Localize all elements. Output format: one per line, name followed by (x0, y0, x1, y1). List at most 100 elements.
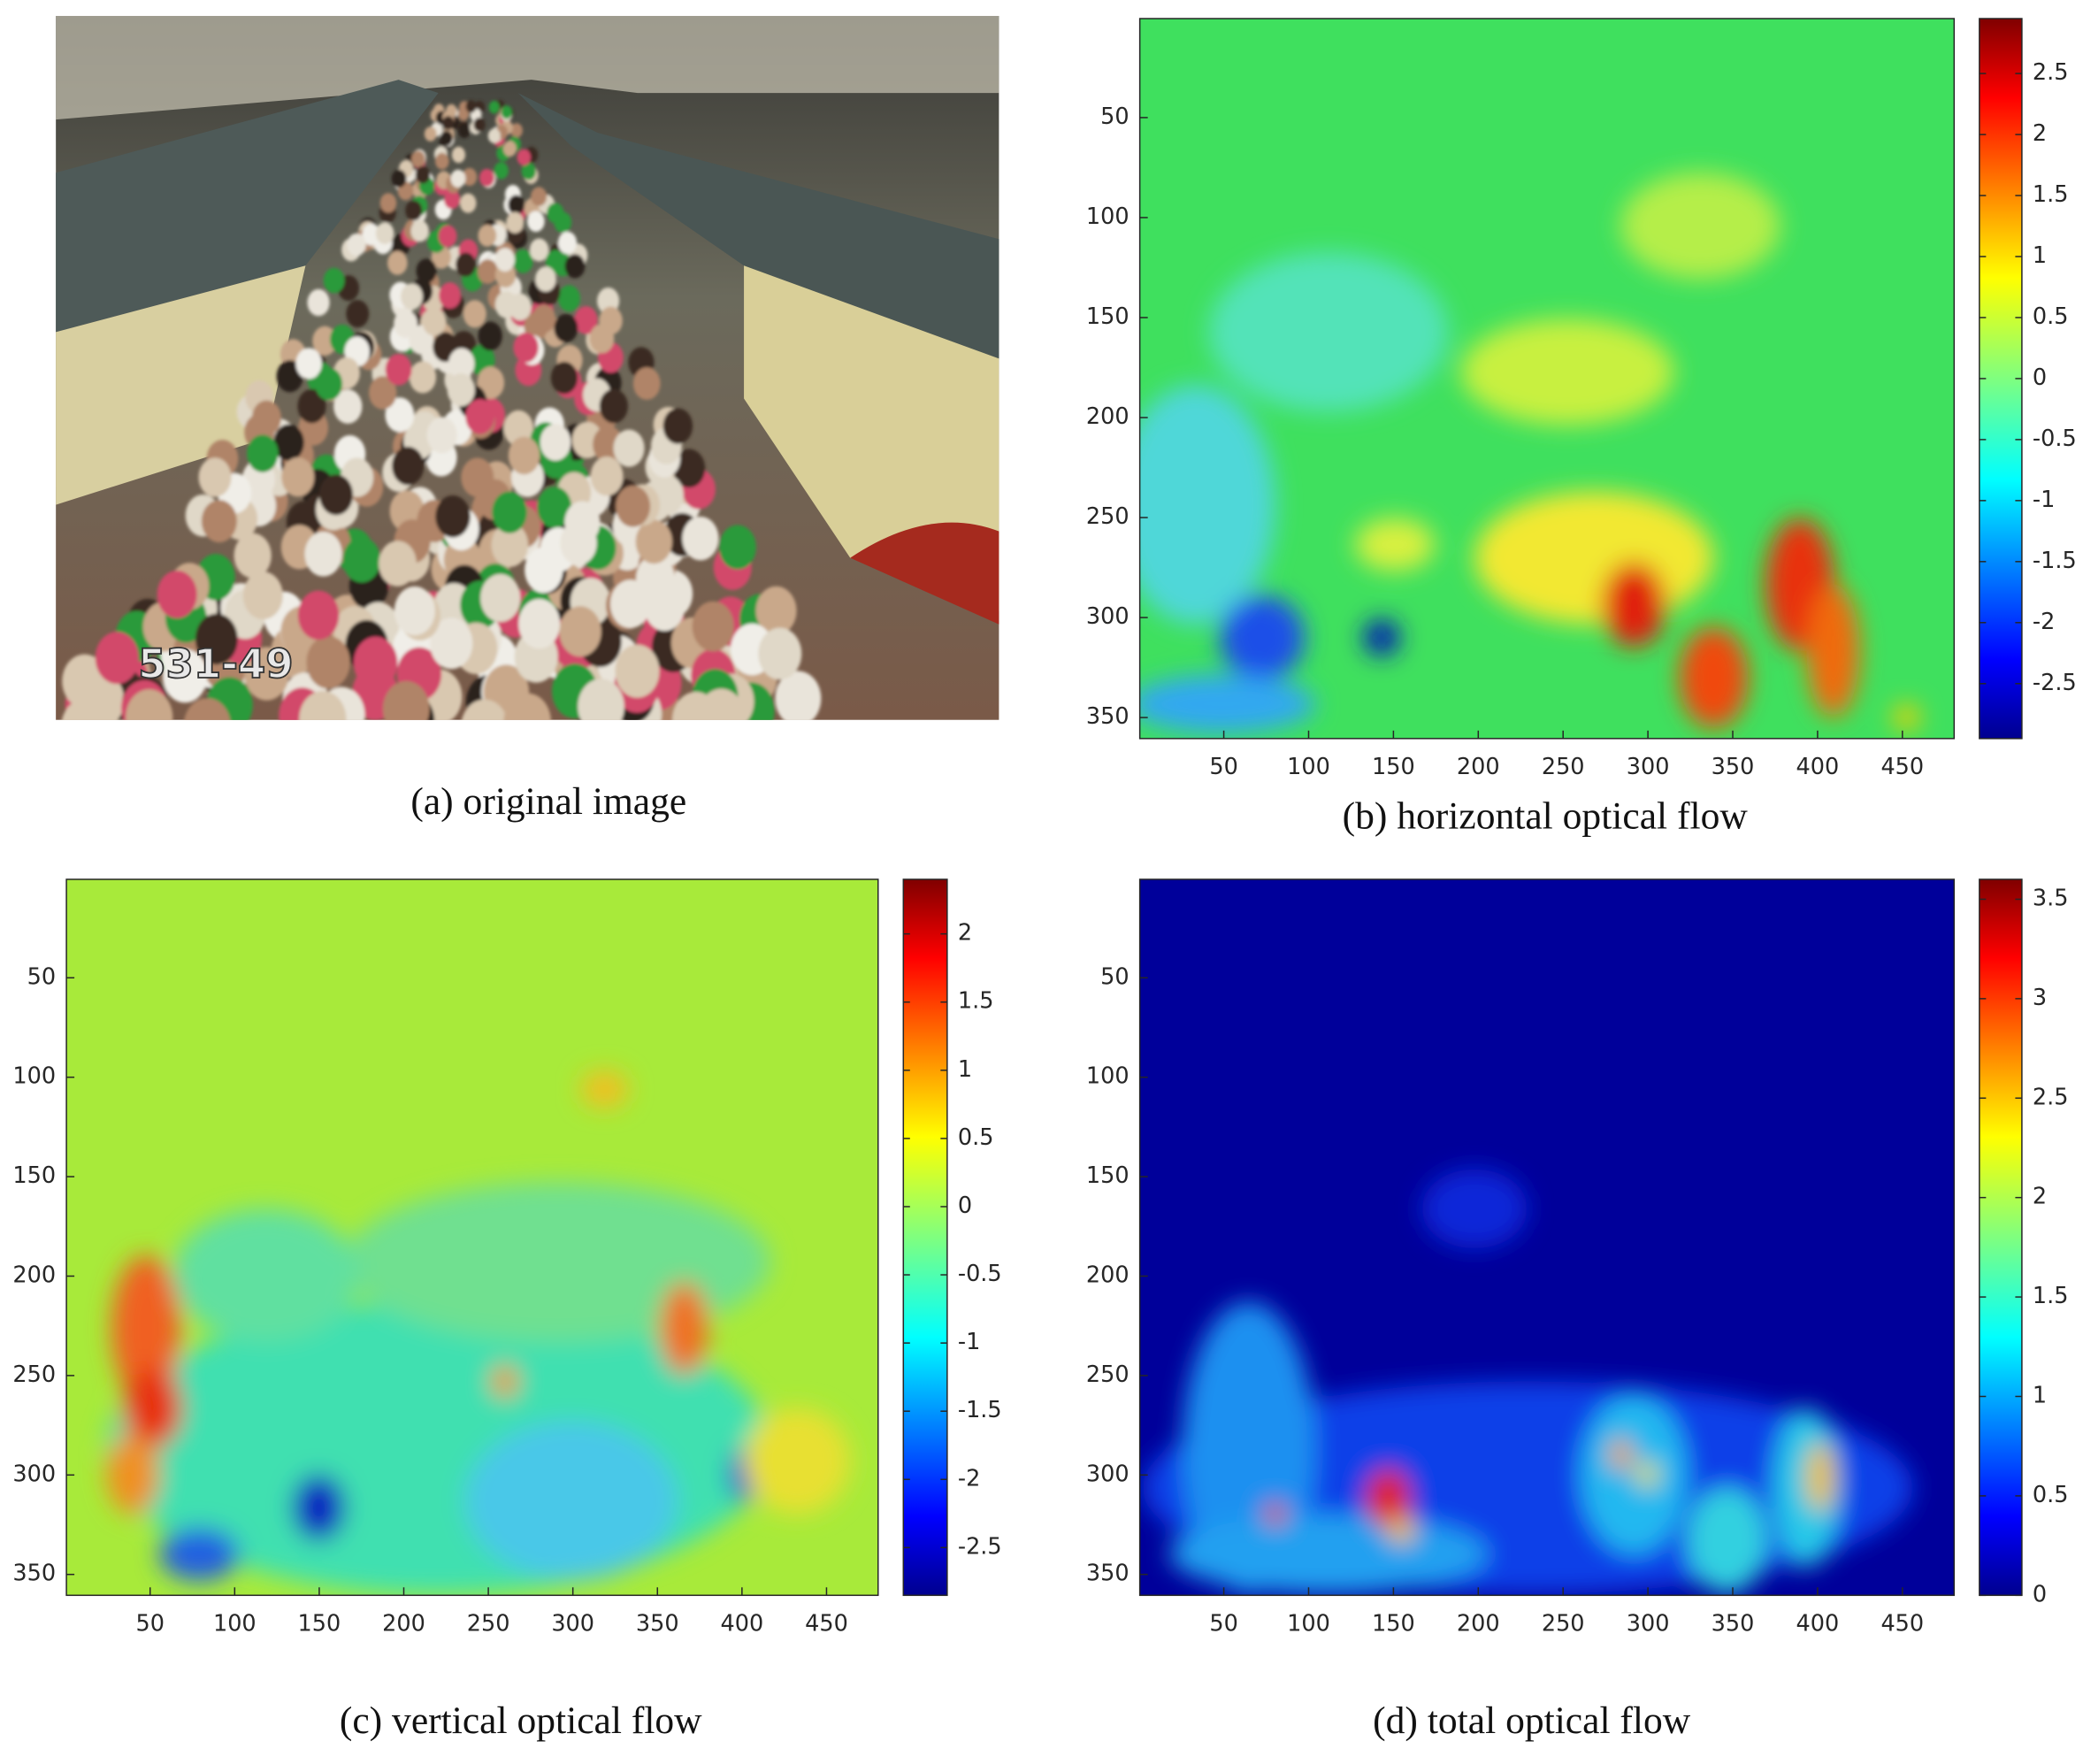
heatmap-blob (1354, 518, 1436, 571)
colorbar (902, 878, 948, 1597)
person (615, 644, 660, 698)
colorbar-tick-label: -1 (2033, 487, 2055, 513)
y-tick-label: 200 (1086, 403, 1130, 430)
x-tick-label: 50 (1209, 1610, 1237, 1637)
person (430, 617, 473, 670)
person (450, 169, 466, 188)
x-tick-label: 350 (1712, 1610, 1755, 1637)
person (574, 306, 598, 334)
person (478, 321, 502, 351)
heatmap-blob (1264, 1503, 1286, 1525)
heatmap (1139, 19, 1955, 739)
person (719, 525, 756, 570)
person (439, 282, 461, 309)
x-tick-label: 100 (1287, 1610, 1330, 1637)
heatmap-blob (1806, 1442, 1834, 1512)
person (755, 586, 797, 635)
person (758, 627, 802, 680)
heatmap-blob (1687, 1487, 1767, 1594)
colorbar-tick-label: -0.5 (2033, 426, 2077, 452)
heatmap-blob (106, 1434, 160, 1515)
heatmap-blob (1139, 385, 1275, 625)
y-tick-label: 100 (1086, 1063, 1130, 1090)
y-tick-label: 350 (1086, 1561, 1130, 1587)
right-train-roof (517, 93, 999, 359)
heatmap-blob (159, 1527, 240, 1581)
colorbar-tick-label: 1.5 (2033, 1283, 2069, 1309)
person (424, 127, 437, 142)
person (201, 500, 237, 543)
x-tick-label: 200 (382, 1610, 425, 1637)
person (394, 310, 417, 339)
person (616, 485, 651, 527)
x-tick-label: 350 (1712, 754, 1755, 780)
person (525, 547, 563, 594)
person (554, 313, 578, 343)
heatmap-field (106, 1070, 851, 1594)
person (392, 446, 425, 486)
person (609, 579, 651, 628)
person (442, 116, 455, 130)
person (385, 353, 412, 386)
y-tick-label: 250 (1086, 1361, 1130, 1388)
heatmap-blob (1602, 562, 1666, 648)
person (480, 573, 521, 623)
y-tick-label: 350 (1086, 703, 1130, 730)
heatmap-blob (345, 1182, 771, 1342)
x-tick-label: 300 (1627, 754, 1670, 780)
person (451, 146, 466, 164)
heatmap-blob (1168, 1514, 1489, 1594)
person (547, 203, 564, 224)
person (510, 123, 523, 138)
colorbar-tick-label: 0 (2033, 364, 2047, 391)
person (198, 457, 232, 497)
colorbar-tick-label: 0.5 (958, 1124, 994, 1151)
person (411, 150, 425, 167)
person (558, 285, 581, 312)
person (501, 105, 513, 119)
heatmap-blob (1474, 491, 1714, 625)
x-tick-label: 400 (1796, 754, 1840, 780)
caption: (a) original image (410, 780, 686, 823)
person (692, 601, 734, 652)
person (126, 689, 173, 720)
y-tick-label: 300 (1086, 603, 1130, 630)
colorbar (1979, 878, 2023, 1597)
person (347, 233, 366, 257)
person (682, 517, 719, 561)
person (342, 537, 381, 583)
person (459, 193, 477, 213)
y-tick-label: 350 (12, 1561, 56, 1587)
person (297, 590, 340, 640)
person (487, 128, 501, 144)
person (513, 332, 539, 363)
person (333, 389, 363, 424)
train-red-stripe (850, 522, 999, 625)
person (353, 636, 398, 690)
person (273, 424, 304, 462)
person (537, 487, 572, 528)
person (440, 130, 453, 146)
person (697, 688, 746, 720)
left-train-roof (56, 80, 439, 333)
person (550, 361, 578, 395)
colorbar-tick-label: -2.5 (2033, 670, 2077, 696)
heatmap-blob (1421, 1169, 1528, 1249)
person (394, 586, 435, 636)
x-tick-label: 450 (1880, 1610, 1924, 1637)
colorbar-tick-label: -2.5 (958, 1533, 1002, 1560)
person (463, 300, 486, 328)
x-tick-label: 450 (805, 1610, 848, 1637)
person (375, 222, 394, 244)
person (477, 259, 498, 284)
person (508, 436, 540, 475)
person (457, 123, 471, 139)
person (157, 571, 197, 618)
colorbar-tick-label: 2 (958, 920, 972, 947)
person (447, 373, 475, 407)
person (448, 348, 475, 380)
person (297, 388, 326, 424)
person (635, 519, 672, 564)
y-tick-label: 250 (12, 1361, 56, 1388)
